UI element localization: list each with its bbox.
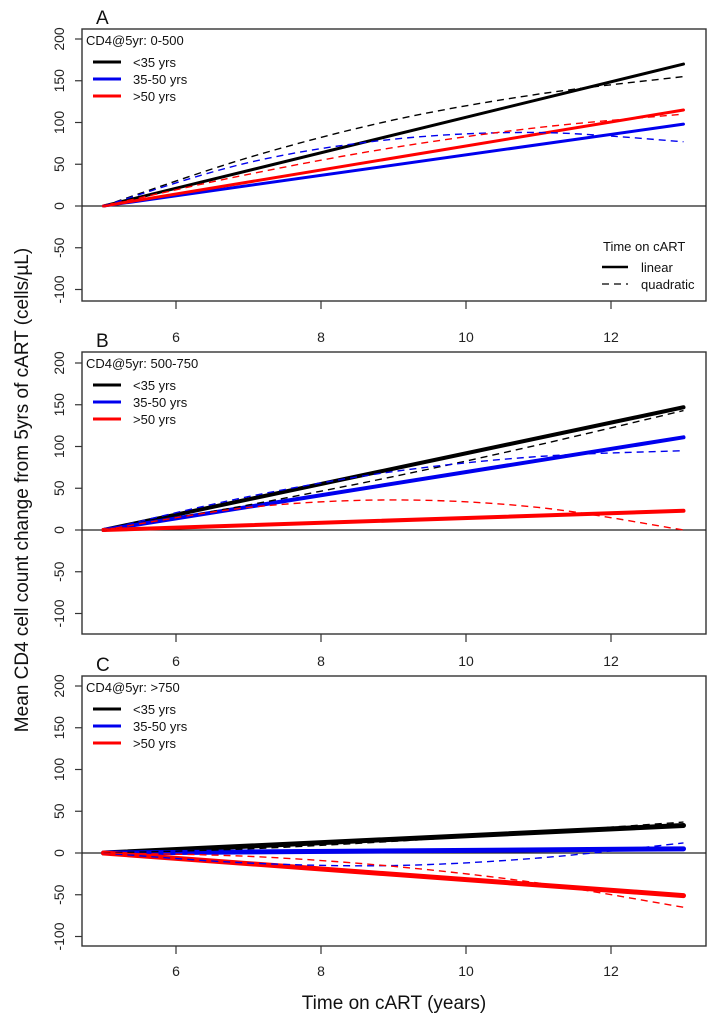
legend-label: 35-50 yrs <box>133 395 188 410</box>
y-tick-label: 150 <box>51 393 67 417</box>
panel-subtitle: CD4@5yr: 0-500 <box>86 33 184 48</box>
x-tick-label: 12 <box>603 653 619 669</box>
panel-letter: B <box>96 331 109 352</box>
series-line-linear-50-yrs <box>101 508 686 532</box>
y-tick-label: -50 <box>51 884 67 904</box>
x-tick-label: 10 <box>458 653 474 669</box>
y-tick-label: -100 <box>51 275 67 303</box>
series-line-quadratic-35-yrs <box>103 821 684 854</box>
series-line-linear-35-yrs <box>101 405 686 532</box>
series-line-quadratic-50-yrs <box>103 499 684 531</box>
plot-frame <box>81 351 707 635</box>
x-tick-label: 8 <box>317 329 325 345</box>
legend-label-linear: linear <box>641 260 673 275</box>
x-tick-label: 6 <box>172 329 180 345</box>
series-line-linear-35-50-yrs <box>101 846 686 856</box>
y-tick-label: -50 <box>51 237 67 257</box>
legend-label: 35-50 yrs <box>133 72 188 87</box>
y-tick-label: 100 <box>51 111 67 135</box>
y-tick-label: -100 <box>51 599 67 627</box>
plot-frame <box>81 28 707 302</box>
y-tick-label: -100 <box>51 922 67 950</box>
x-tick-label: 6 <box>172 963 180 979</box>
y-axis-title: Mean CD4 cell count change from 5yrs of … <box>12 248 33 732</box>
series-line-quadratic-50-yrs <box>103 852 684 908</box>
x-axis-title: Time on cART (years) <box>302 993 486 1014</box>
panel-letter: C <box>96 655 110 676</box>
series-line-quadratic-35-yrs <box>103 75 684 207</box>
panel-subtitle: CD4@5yr: >750 <box>86 680 180 695</box>
series-line-quadratic-50-yrs <box>103 113 684 207</box>
model-legend-title: Time on cART <box>603 239 685 254</box>
y-tick-label: 50 <box>51 480 67 496</box>
panel-a: A -100 -50 0 50 100 150 200 6 8 10 12 CD4@5yr: 0-500… <box>51 8 707 345</box>
panel-c: C -100 -50 0 50 100 150 200 6 8 10 12 CD4@5yr: >750 <… <box>51 655 707 979</box>
y-tick-label: 0 <box>51 202 67 210</box>
legend-label: >50 yrs <box>133 412 176 427</box>
x-tick-label: 12 <box>603 963 619 979</box>
y-tick-label: 150 <box>51 716 67 740</box>
legend-label: >50 yrs <box>133 89 176 104</box>
series-line-linear-35-50-yrs <box>102 122 685 208</box>
y-tick-label: 200 <box>51 674 67 698</box>
panel-letter: A <box>96 8 109 29</box>
series-line-linear-35-yrs <box>101 822 686 856</box>
legend-label: >50 yrs <box>133 736 176 751</box>
y-tick-label: 100 <box>51 435 67 459</box>
y-tick-label: 0 <box>51 526 67 534</box>
y-tick-label: 50 <box>51 156 67 172</box>
panel-subtitle: CD4@5yr: 500-750 <box>86 356 198 371</box>
legend-label: <35 yrs <box>133 702 176 717</box>
x-tick-label: 8 <box>317 653 325 669</box>
series-line-quadratic-35-50-yrs <box>103 131 684 207</box>
y-tick-label: 200 <box>51 351 67 375</box>
y-tick-label: 150 <box>51 69 67 93</box>
legend-label: 35-50 yrs <box>133 719 188 734</box>
series-line-linear-50-yrs <box>102 108 685 208</box>
legend-label: <35 yrs <box>133 55 176 70</box>
y-tick-label: 0 <box>51 849 67 857</box>
legend-label: <35 yrs <box>133 378 176 393</box>
y-tick-label: 100 <box>51 758 67 782</box>
x-tick-label: 12 <box>603 329 619 345</box>
x-tick-label: 10 <box>458 963 474 979</box>
legend-label-quadratic: quadratic <box>641 277 695 292</box>
series-line-quadratic-35-50-yrs <box>103 449 684 531</box>
y-tick-label: 200 <box>51 27 67 51</box>
series-line-quadratic-35-50-yrs <box>103 842 684 867</box>
y-tick-label: -50 <box>51 561 67 581</box>
series-line-linear-35-50-yrs <box>101 435 686 532</box>
x-tick-label: 10 <box>458 329 474 345</box>
panel-b: B -100 -50 0 50 100 150 200 6 8 10 12 CD4@5yr: 500-7… <box>51 331 707 669</box>
x-tick-label: 8 <box>317 963 325 979</box>
x-tick-label: 6 <box>172 653 180 669</box>
y-tick-label: 50 <box>51 803 67 819</box>
